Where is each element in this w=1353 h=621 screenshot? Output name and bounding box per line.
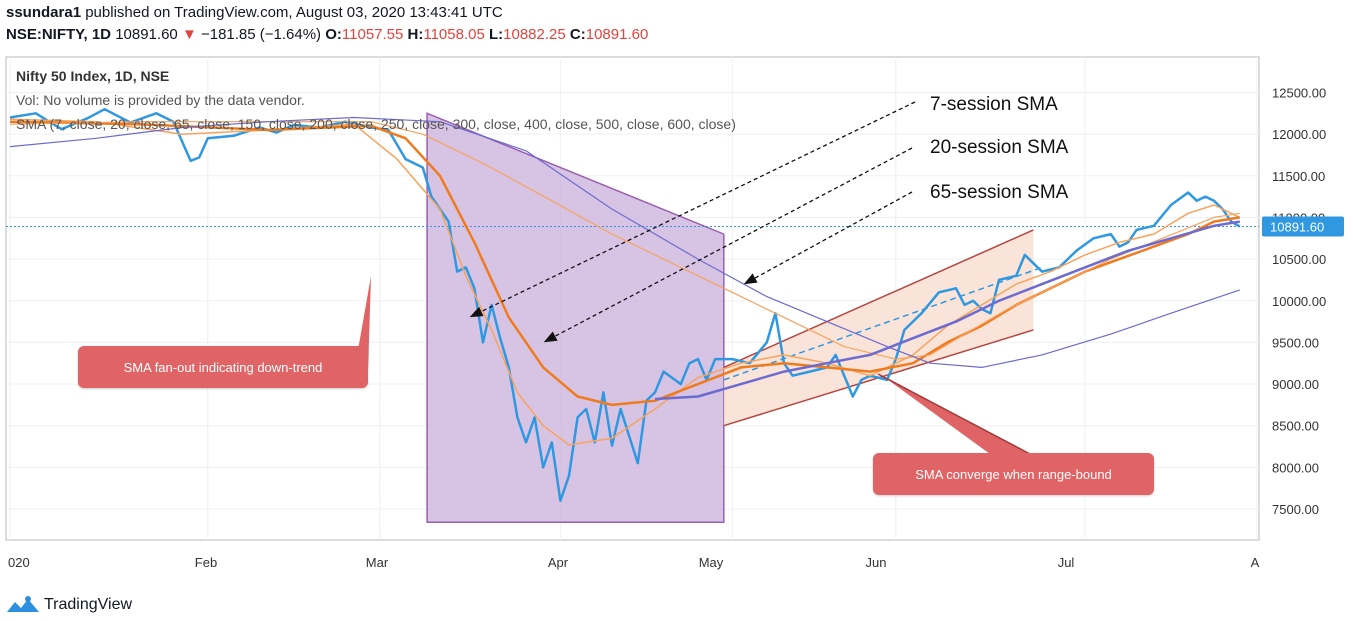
range-shade bbox=[723, 229, 1034, 426]
low-label: L: bbox=[488, 26, 504, 43]
annotation-sma65: 65-session SMA bbox=[930, 182, 1069, 203]
channel-midline bbox=[723, 266, 1043, 381]
callout-converge: SMA converge when range-bound bbox=[873, 453, 1154, 495]
ohlc-line: NSE:NIFTY, 1D 10891.60 ▼ −181.85 (−1.64%… bbox=[6, 26, 648, 43]
low-value: 10882.25 bbox=[503, 26, 566, 43]
legend-title: Nifty 50 Index, 1D, NSE bbox=[16, 68, 170, 84]
tradingview-logo-text: TradingView bbox=[44, 596, 133, 613]
y-tick-label: 10000.00 bbox=[1272, 294, 1326, 309]
annotation-sma20: 20-session SMA bbox=[930, 137, 1069, 158]
publisher-name[interactable]: ssundara1 bbox=[6, 4, 82, 21]
y-tick-label: 12000.00 bbox=[1272, 127, 1326, 142]
annotation-arrow bbox=[469, 101, 916, 318]
y-tick-label: 9500.00 bbox=[1272, 335, 1319, 350]
y-tick-label: 12500.00 bbox=[1272, 86, 1326, 101]
x-tick-label: Jul bbox=[1058, 555, 1075, 570]
x-tick-label: A bbox=[1251, 555, 1260, 570]
open-value: 11057.55 bbox=[341, 26, 404, 43]
down-arrow-icon: ▼ bbox=[181, 26, 197, 43]
downtrend-shade bbox=[426, 112, 725, 524]
symbol-label: NSE:NIFTY, 1D bbox=[6, 26, 112, 43]
y-tick-label: 8500.00 bbox=[1272, 419, 1319, 434]
series-sma_long_1 bbox=[654, 220, 1241, 401]
legend-sma: SMA (7, close, 20, close, 65, close, 150… bbox=[16, 116, 736, 132]
series-sma65 bbox=[9, 121, 1240, 360]
callout-converge-pointer-edge bbox=[877, 373, 1031, 455]
y-tick-label: 9000.00 bbox=[1272, 377, 1319, 392]
x-tick-label: Mar bbox=[366, 555, 389, 570]
x-tick-label: 020 bbox=[8, 555, 30, 570]
annotation-arrow bbox=[543, 147, 913, 343]
y-tick-label: 8000.00 bbox=[1272, 460, 1319, 475]
y-tick-label: 7500.00 bbox=[1272, 502, 1319, 517]
tradingview-logo-icon bbox=[7, 596, 39, 612]
series-sma20 bbox=[9, 120, 1241, 407]
series-sma7 bbox=[9, 118, 1241, 446]
y-tick-label: 11500.00 bbox=[1272, 169, 1325, 184]
x-tick-label: Jun bbox=[866, 555, 887, 570]
annotation-arrow bbox=[743, 191, 913, 285]
publish-line: ssundara1 published on TradingView.com, … bbox=[6, 4, 503, 21]
published-text: published on TradingView.com, August 03,… bbox=[81, 4, 503, 21]
last-price-badge bbox=[1262, 216, 1344, 237]
tradingview-logo[interactable]: TradingView bbox=[6, 594, 132, 616]
high-label: H: bbox=[407, 26, 424, 43]
series-sma_long_2 bbox=[9, 116, 1240, 368]
y-tick-label: 10500.00 bbox=[1272, 252, 1326, 267]
last-price: 10891.60 bbox=[115, 26, 178, 43]
x-tick-label: Feb bbox=[195, 555, 217, 570]
close-label: C: bbox=[569, 26, 586, 43]
last-price-badge-text: 10891.60 bbox=[1270, 219, 1324, 234]
x-tick-label: May bbox=[699, 555, 724, 570]
channel-upper-line bbox=[723, 229, 1034, 369]
open-label: O: bbox=[325, 26, 342, 43]
annotation-sma7: 7-session SMA bbox=[930, 94, 1058, 115]
legend-volume: Vol: No volume is provided by the data v… bbox=[16, 92, 305, 108]
callout-fanout: SMA fan-out indicating down-trend bbox=[78, 346, 368, 388]
x-tick-label: Apr bbox=[548, 555, 569, 570]
high-value: 11058.05 bbox=[423, 26, 485, 43]
change-value: −181.85 (−1.64%) bbox=[200, 26, 322, 43]
close-value: 10891.60 bbox=[585, 26, 649, 43]
